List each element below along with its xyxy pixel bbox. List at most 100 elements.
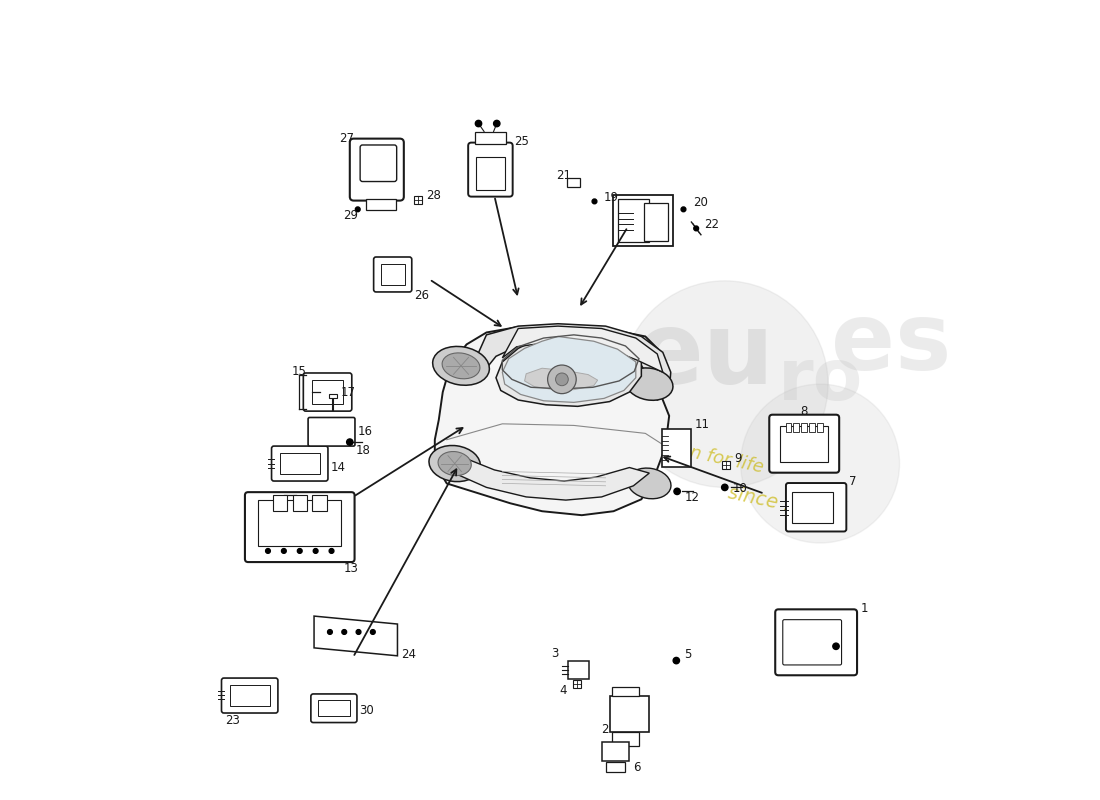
Bar bbox=[606, 762, 626, 772]
FancyBboxPatch shape bbox=[360, 145, 397, 182]
Bar bbox=[273, 495, 287, 511]
Text: 1: 1 bbox=[860, 602, 868, 615]
Bar bbox=[802, 422, 807, 432]
Bar bbox=[792, 492, 833, 522]
Text: 20: 20 bbox=[693, 197, 708, 210]
Text: 3: 3 bbox=[551, 647, 558, 660]
Bar bbox=[312, 495, 327, 511]
Circle shape bbox=[556, 373, 569, 386]
Bar bbox=[780, 426, 828, 462]
Text: 4: 4 bbox=[560, 684, 566, 698]
Text: 29: 29 bbox=[343, 209, 359, 222]
Bar bbox=[610, 696, 649, 732]
Bar bbox=[569, 662, 589, 679]
Circle shape bbox=[694, 226, 698, 230]
Text: 8: 8 bbox=[801, 405, 807, 418]
Bar bbox=[230, 686, 270, 706]
Text: 16: 16 bbox=[359, 426, 373, 438]
Text: 12: 12 bbox=[685, 491, 700, 504]
Bar bbox=[381, 264, 405, 285]
Bar bbox=[618, 198, 649, 242]
Text: 9: 9 bbox=[735, 452, 741, 466]
Bar bbox=[613, 686, 639, 696]
Text: 11: 11 bbox=[694, 418, 710, 431]
Circle shape bbox=[297, 549, 302, 554]
Text: 6: 6 bbox=[634, 761, 641, 774]
Polygon shape bbox=[503, 337, 636, 402]
Text: 25: 25 bbox=[515, 134, 529, 147]
Text: 10: 10 bbox=[733, 482, 748, 495]
Bar bbox=[662, 429, 691, 466]
Circle shape bbox=[548, 365, 576, 394]
Ellipse shape bbox=[438, 451, 471, 475]
Circle shape bbox=[833, 643, 839, 650]
Text: ro: ro bbox=[778, 346, 862, 414]
Ellipse shape bbox=[626, 368, 673, 400]
Text: 13: 13 bbox=[343, 562, 359, 575]
Bar bbox=[817, 422, 823, 432]
Bar bbox=[603, 742, 629, 761]
Text: 28: 28 bbox=[426, 190, 441, 202]
Bar bbox=[318, 700, 350, 716]
Text: 22: 22 bbox=[704, 218, 719, 231]
Polygon shape bbox=[496, 333, 641, 406]
Bar bbox=[810, 422, 815, 432]
Text: es: es bbox=[832, 298, 952, 390]
Polygon shape bbox=[451, 458, 649, 500]
Bar bbox=[785, 422, 791, 432]
Text: action for life: action for life bbox=[645, 434, 764, 477]
Polygon shape bbox=[525, 368, 597, 390]
Text: 18: 18 bbox=[356, 443, 371, 457]
Text: 23: 23 bbox=[226, 714, 240, 726]
FancyBboxPatch shape bbox=[769, 414, 839, 473]
FancyBboxPatch shape bbox=[304, 373, 352, 411]
Polygon shape bbox=[434, 326, 669, 515]
Circle shape bbox=[415, 197, 421, 203]
Bar bbox=[644, 203, 668, 241]
Polygon shape bbox=[503, 326, 663, 372]
Ellipse shape bbox=[429, 446, 481, 482]
Text: 2: 2 bbox=[601, 723, 608, 736]
Text: 5: 5 bbox=[684, 648, 692, 661]
FancyBboxPatch shape bbox=[783, 620, 842, 665]
Circle shape bbox=[329, 549, 334, 554]
Bar bbox=[415, 196, 422, 204]
Text: 17: 17 bbox=[341, 386, 356, 399]
Text: 14: 14 bbox=[330, 461, 345, 474]
Text: 27: 27 bbox=[340, 132, 354, 145]
Text: 19: 19 bbox=[604, 191, 619, 204]
Circle shape bbox=[355, 207, 360, 212]
Circle shape bbox=[346, 439, 353, 446]
FancyBboxPatch shape bbox=[350, 138, 404, 201]
Bar bbox=[365, 199, 396, 210]
Circle shape bbox=[592, 199, 597, 204]
FancyBboxPatch shape bbox=[469, 142, 513, 197]
Bar bbox=[723, 461, 730, 469]
Circle shape bbox=[371, 630, 375, 634]
Ellipse shape bbox=[442, 353, 480, 378]
Circle shape bbox=[621, 281, 828, 487]
Circle shape bbox=[282, 549, 286, 554]
Bar bbox=[613, 732, 639, 746]
FancyBboxPatch shape bbox=[785, 483, 846, 531]
Circle shape bbox=[475, 120, 482, 126]
Bar bbox=[476, 157, 505, 190]
FancyBboxPatch shape bbox=[776, 610, 857, 675]
Bar bbox=[793, 422, 799, 432]
FancyBboxPatch shape bbox=[221, 678, 278, 713]
Bar bbox=[293, 495, 307, 511]
Circle shape bbox=[681, 207, 686, 212]
Bar bbox=[475, 132, 506, 144]
Circle shape bbox=[673, 658, 680, 664]
Bar bbox=[311, 380, 343, 404]
Circle shape bbox=[328, 630, 332, 634]
Circle shape bbox=[356, 630, 361, 634]
Bar bbox=[258, 500, 341, 546]
Bar bbox=[573, 681, 581, 688]
Bar bbox=[613, 194, 673, 246]
Text: 26: 26 bbox=[415, 290, 429, 302]
Ellipse shape bbox=[432, 346, 490, 386]
Text: 30: 30 bbox=[360, 704, 374, 717]
FancyBboxPatch shape bbox=[308, 418, 355, 446]
Text: eu: eu bbox=[636, 308, 774, 405]
